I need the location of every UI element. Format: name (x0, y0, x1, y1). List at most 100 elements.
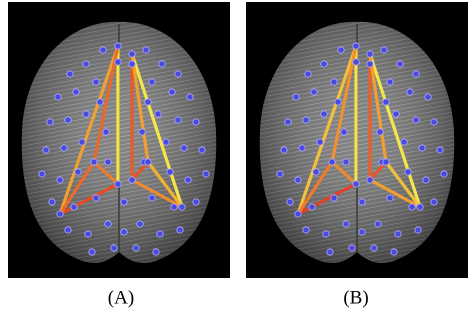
node (155, 111, 161, 117)
node (167, 169, 173, 175)
node (175, 71, 181, 77)
node (397, 61, 403, 67)
node (115, 59, 121, 65)
node (105, 159, 111, 165)
node (199, 147, 205, 153)
node (293, 94, 299, 100)
node (367, 177, 373, 183)
node (157, 231, 163, 237)
node (393, 111, 399, 117)
node (185, 177, 191, 183)
panel-label: (A) (108, 287, 134, 308)
node (423, 177, 429, 183)
node (91, 159, 97, 165)
node (115, 181, 121, 187)
node (71, 204, 77, 210)
node (431, 199, 437, 205)
node (129, 177, 135, 183)
node (309, 204, 315, 210)
node (61, 145, 67, 151)
node (299, 145, 305, 151)
node (163, 139, 169, 145)
node (303, 117, 309, 123)
node (83, 61, 89, 67)
node (359, 229, 365, 235)
node (65, 227, 71, 233)
node (417, 204, 423, 210)
node (83, 111, 89, 117)
node (67, 71, 73, 77)
node (179, 204, 185, 210)
node (409, 204, 415, 210)
node (57, 177, 63, 183)
node (431, 119, 437, 125)
node (93, 195, 99, 201)
node (353, 181, 359, 187)
node (121, 229, 127, 235)
node (425, 94, 431, 100)
node (401, 139, 407, 145)
node (193, 199, 199, 205)
node (323, 231, 329, 237)
node (55, 94, 61, 100)
node (100, 47, 106, 53)
node (327, 249, 333, 255)
node (79, 139, 85, 145)
node (377, 129, 383, 135)
node (371, 245, 377, 251)
node (353, 43, 359, 49)
node (321, 61, 327, 67)
node (343, 221, 349, 227)
node (295, 211, 301, 217)
node (415, 227, 421, 233)
panel-a (8, 2, 230, 278)
node (175, 117, 181, 123)
node (349, 245, 355, 251)
node (387, 79, 393, 85)
node (281, 147, 287, 153)
node (133, 245, 139, 251)
node (137, 221, 143, 227)
node (419, 145, 425, 151)
node (177, 227, 183, 233)
node (43, 147, 49, 153)
node (383, 159, 389, 165)
node (85, 231, 91, 237)
node (437, 147, 443, 153)
node (395, 231, 401, 237)
node (367, 61, 373, 67)
panel-b (246, 2, 468, 278)
node (343, 159, 349, 165)
node (149, 195, 155, 201)
node (73, 89, 79, 95)
node (103, 129, 109, 135)
node (121, 199, 127, 205)
node (331, 195, 337, 201)
node (311, 89, 317, 95)
node (111, 245, 117, 251)
node (441, 171, 447, 177)
node (181, 145, 187, 151)
node (321, 111, 327, 117)
node (341, 129, 347, 135)
panel-label: (B) (343, 287, 368, 308)
node (295, 177, 301, 183)
node (375, 221, 381, 227)
node (367, 51, 373, 57)
node (193, 119, 199, 125)
node (353, 59, 359, 65)
node (303, 227, 309, 233)
node (159, 61, 165, 67)
node (49, 199, 55, 205)
node (129, 61, 135, 67)
node (93, 79, 99, 85)
node (139, 129, 145, 135)
node (65, 117, 71, 123)
node (387, 195, 393, 201)
node (47, 119, 53, 125)
node (129, 51, 135, 57)
node (285, 119, 291, 125)
node (153, 249, 159, 255)
node (145, 159, 151, 165)
node (413, 117, 419, 123)
